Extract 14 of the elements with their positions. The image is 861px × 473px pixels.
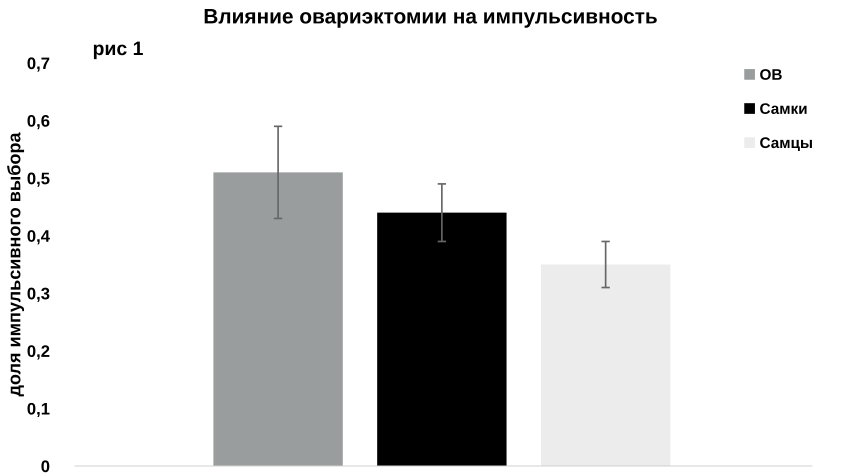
chart-title: Влияние овариэктомии на импульсивность [204,9,657,28]
y-axis-title: доля импульсивного выбора [7,132,24,396]
legend-label: Самцы [760,137,812,152]
y-tick-label: 0,1 [27,402,50,418]
y-tick-label: 0,5 [27,172,50,187]
y-tick-label: 0,7 [27,57,50,72]
y-tick-label: 0,3 [27,288,50,302]
legend-label: Самки [760,103,807,114]
y-tick-label: 0,2 [27,345,50,360]
y-tick-label: 0 [41,460,50,472]
y-tick-label: 0,6 [27,114,50,130]
legend-label: ОВ [760,69,782,80]
y-tick-label: 0,4 [27,230,50,244]
text: рис 1 [94,42,143,60]
